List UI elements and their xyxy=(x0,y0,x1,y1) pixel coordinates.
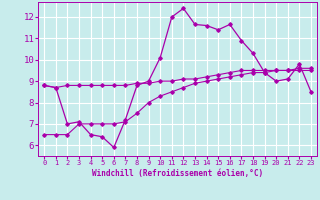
X-axis label: Windchill (Refroidissement éolien,°C): Windchill (Refroidissement éolien,°C) xyxy=(92,169,263,178)
